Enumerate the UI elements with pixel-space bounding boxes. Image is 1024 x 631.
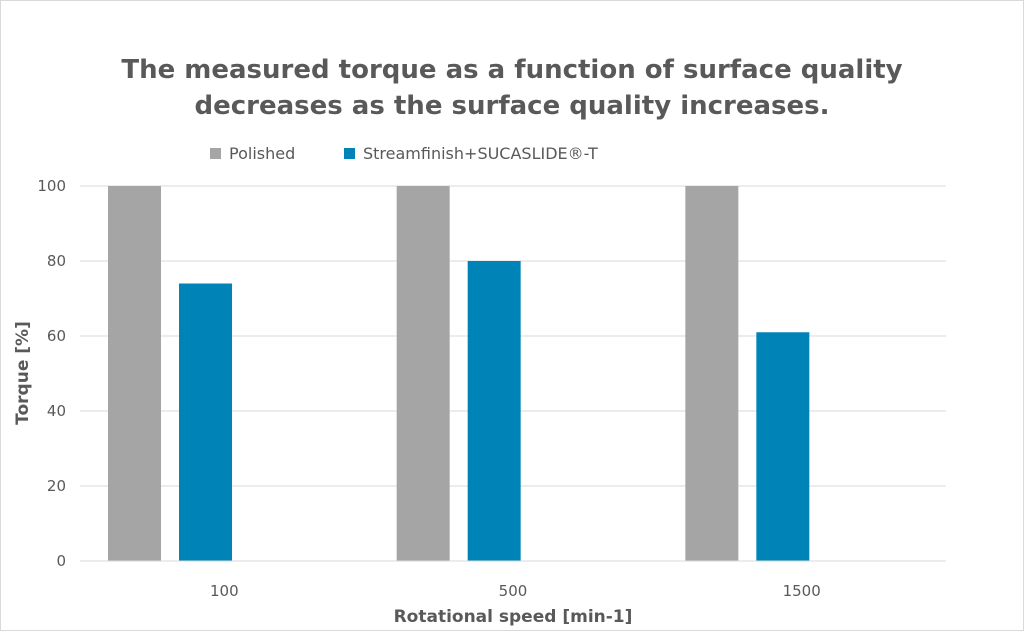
legend-swatch-streamfinish <box>344 148 355 159</box>
x-tick-label-1500: 1500 <box>783 582 821 600</box>
legend: Polished Streamfinish+SUCASLIDE®-T <box>0 144 1024 166</box>
x-tick-label-500: 500 <box>499 582 528 600</box>
legend-item-streamfinish: Streamfinish+SUCASLIDE®-T <box>344 144 598 163</box>
legend-swatch-polished <box>210 148 221 159</box>
bar-polished-1500 <box>685 186 739 561</box>
y-tick-label-100: 100 <box>37 177 66 195</box>
chart-title-line-2: decreases as the surface quality increas… <box>194 91 830 121</box>
y-tick-label-20: 20 <box>47 477 66 495</box>
bar-polished-100 <box>108 186 161 561</box>
legend-label-streamfinish: Streamfinish+SUCASLIDE®-T <box>363 144 598 163</box>
x-tick-label-100: 100 <box>210 582 239 600</box>
y-tick-label-60: 60 <box>47 327 66 345</box>
y-tick-label-40: 40 <box>47 402 66 420</box>
legend-label-polished: Polished <box>229 144 296 163</box>
bar-streamfinish-1500 <box>756 332 810 561</box>
y-tick-label-0: 0 <box>56 552 66 570</box>
y-tick-label-80: 80 <box>47 252 66 270</box>
y-axis-title: Torque [%] <box>13 321 33 425</box>
chart-title-line-1: The measured torque as a function of sur… <box>121 55 903 85</box>
bar-streamfinish-100 <box>179 283 232 561</box>
legend-item-polished: Polished <box>210 144 295 163</box>
bar-streamfinish-500 <box>467 261 521 561</box>
x-axis-title: Rotational speed [min-1] <box>394 607 633 627</box>
bar-polished-500 <box>396 186 450 561</box>
